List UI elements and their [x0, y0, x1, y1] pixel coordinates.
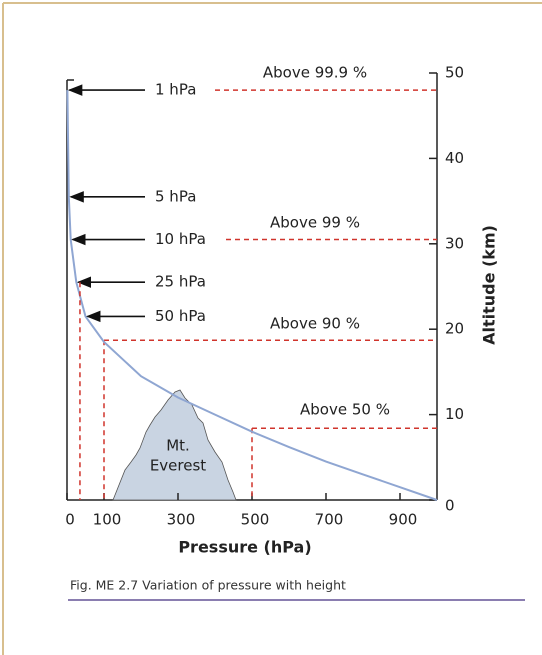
- caption: Fig. ME 2.7 Variation of pressure with h…: [70, 578, 346, 593]
- mountain-label: Mt.: [166, 437, 190, 455]
- pressure-label: 50 hPa: [155, 307, 206, 325]
- pressure-label: 25 hPa: [155, 273, 206, 291]
- mountain: [112, 389, 237, 501]
- x-tick-label: 700: [315, 511, 344, 529]
- annotation-label: Above 99 %: [270, 214, 360, 232]
- x-tick-label: 100: [93, 511, 122, 529]
- x-tick-label: 300: [167, 511, 196, 529]
- y-tick-label: 50: [445, 64, 464, 82]
- x-axis-label: Pressure (hPa): [178, 538, 311, 557]
- pressure-label: 1 hPa: [155, 81, 196, 99]
- y-tick-label: 20: [445, 320, 464, 338]
- y-tick-label: 0: [445, 497, 455, 515]
- mountain-label: Everest: [150, 457, 206, 475]
- annotation-label: Above 50 %: [300, 401, 390, 419]
- annotation-label: Above 90 %: [270, 315, 360, 333]
- y-tick-label: 30: [445, 234, 464, 252]
- y-axis-label: Altitude (km): [480, 225, 499, 345]
- pressure-curve: [66, 90, 438, 501]
- y-tick-label: 10: [445, 405, 464, 423]
- x-tick-label: 900: [389, 511, 418, 529]
- annotation-label: Above 99.9 %: [263, 64, 367, 82]
- x-tick-label: 0: [65, 511, 75, 529]
- x-tick-label: 500: [241, 511, 270, 529]
- pressure-label: 10 hPa: [155, 230, 206, 248]
- y-tick-label: 40: [445, 149, 464, 167]
- pressure-label: 5 hPa: [155, 187, 196, 205]
